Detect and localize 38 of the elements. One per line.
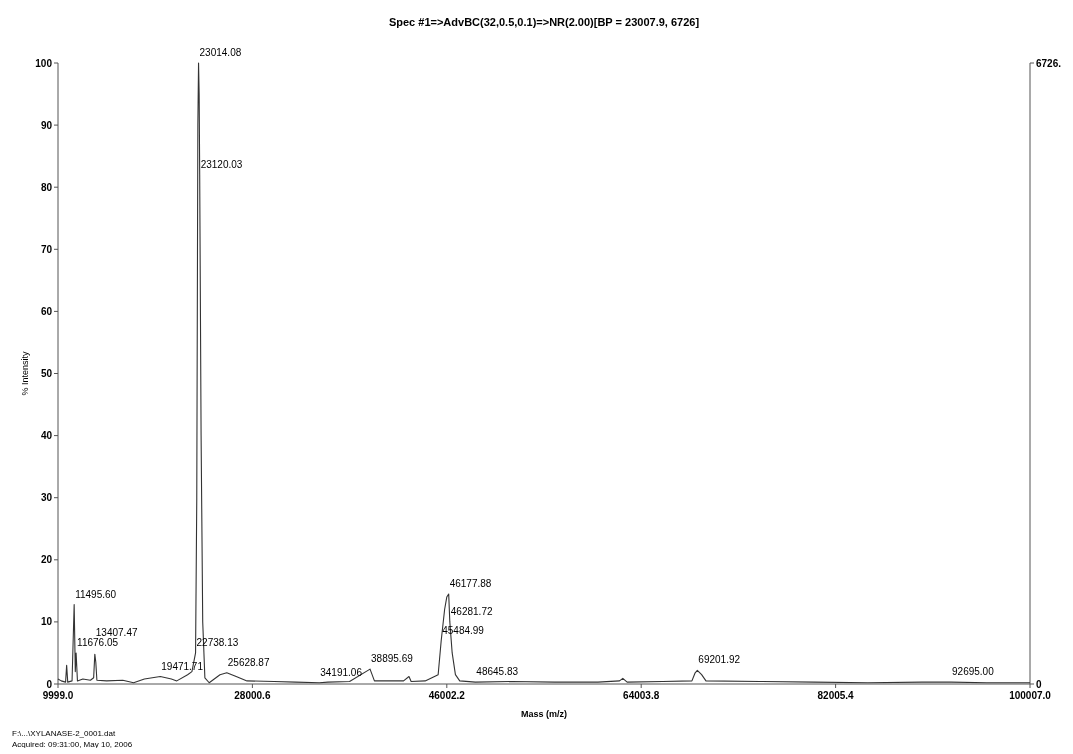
annotation: 46177.88 <box>449 577 492 589</box>
y-tick-label: 0 <box>46 678 53 690</box>
y2-tick-label: 6726. <box>1036 57 1062 69</box>
y2-tick-label: 0 <box>1036 678 1042 690</box>
annotation: 19471.71 <box>161 660 204 672</box>
y-tick-label: 40 <box>40 430 53 442</box>
annotation: 34191.06 <box>320 666 363 678</box>
annotation: 38895.69 <box>371 653 414 665</box>
annotation: 25628.87 <box>227 656 270 668</box>
y-axis-title: % Intensity <box>20 351 30 396</box>
x-tick-label: 64003.8 <box>623 690 660 701</box>
x-tick-label: 100007.0 <box>1009 690 1052 701</box>
y-tick-label: 60 <box>40 305 53 317</box>
x-tick-label: 82005.4 <box>817 690 855 701</box>
x-tick-label: 46002.2 <box>428 690 466 701</box>
y-tick-label: 70 <box>40 243 53 255</box>
annotation: 11676.05 <box>77 636 119 648</box>
text: F:\...\XYLANASE-2_0001.dat <box>12 729 116 738</box>
annotation: 48645.83 <box>476 666 519 678</box>
annotation: 69201.92 <box>698 654 741 666</box>
annotation: 23120.03 <box>200 158 243 170</box>
x-tick-label: 9999.0 <box>42 690 74 701</box>
y-tick-label: 100 <box>35 57 53 69</box>
y-tick-label: 10 <box>40 616 53 628</box>
annotation: 11495.60 <box>75 588 117 600</box>
y-tick-label: 20 <box>40 554 53 566</box>
x-tick-label: 28000.6 <box>234 690 271 701</box>
y-tick-label: 80 <box>40 181 53 193</box>
text: Acquired: 09:31:00, May 10, 2006 <box>12 740 133 749</box>
y-tick-label: 90 <box>40 119 53 131</box>
annotation: 13407.47 <box>95 627 138 639</box>
x-axis-title: Mass (m/z) <box>520 709 568 719</box>
y-tick-label: 50 <box>40 368 53 379</box>
y-tick-label: 30 <box>40 492 53 504</box>
annotation: 92695.00 <box>952 666 995 678</box>
annotation: 23014.08 <box>199 47 242 58</box>
chart-title: Spec #1=>AdvBC(32,0.5,0.1)=>NR(2.00)[BP = 23007.9, 6726] <box>388 16 700 28</box>
annotation: 46281.72 <box>450 605 493 617</box>
